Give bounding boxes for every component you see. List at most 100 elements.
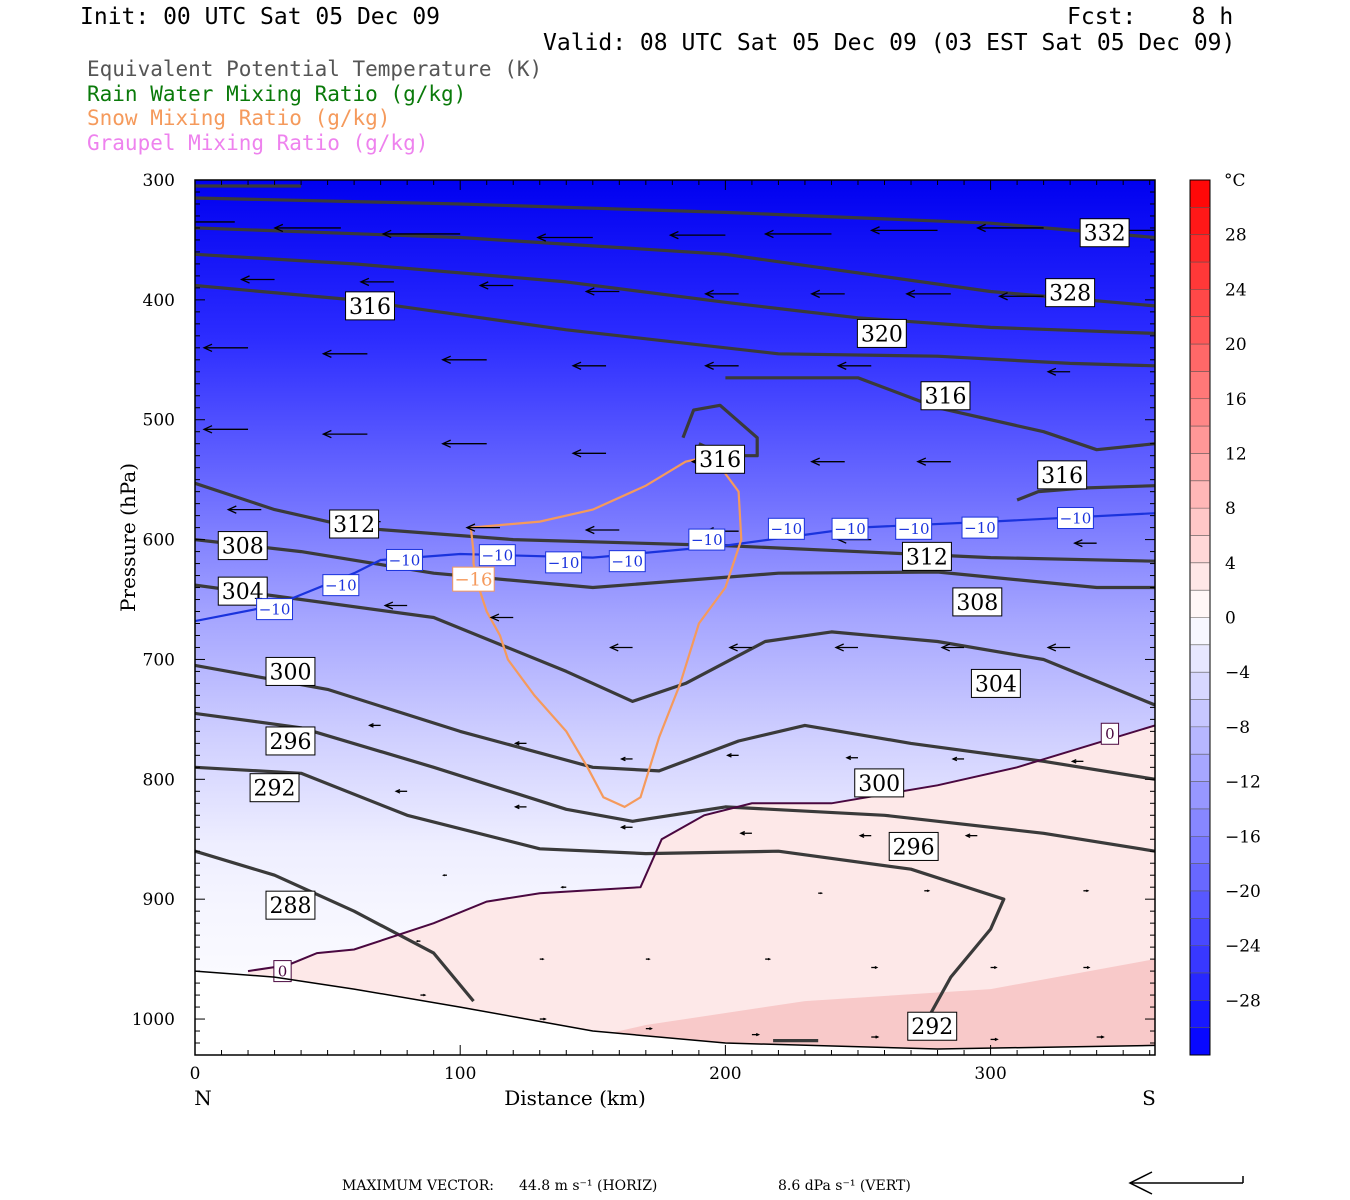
wind-vector-19 xyxy=(441,355,487,364)
wind-vector-head xyxy=(905,289,916,299)
colorbar-segment xyxy=(1190,234,1210,263)
theta-e-label-1-box xyxy=(1045,278,1096,308)
theta-e-label-14-box xyxy=(265,726,316,756)
wind-vector-49 xyxy=(726,753,739,758)
wind-vector-head xyxy=(368,723,374,728)
wind-vector-12 xyxy=(584,287,620,296)
axes: 300 400 500 600 700 800 900 1000 0 100 200 300 Dista… xyxy=(116,171,1156,1110)
wind-vector-3 xyxy=(536,233,593,242)
colorbar-segment xyxy=(1190,726,1210,755)
isotherm-minus10-label-9: −10 xyxy=(898,520,930,538)
colorbar-segment xyxy=(1190,371,1210,400)
wind-vector-head xyxy=(543,1017,547,1021)
wind-vector-48 xyxy=(619,756,633,762)
colorbar-segment xyxy=(1190,972,1210,1001)
colorbar-segment xyxy=(1190,426,1210,454)
wind-vector-head xyxy=(836,361,847,370)
wind-vector-head xyxy=(441,439,451,448)
colorbar-segment xyxy=(1190,289,1210,318)
wind-vector-head xyxy=(394,788,401,794)
wind-vector-head xyxy=(423,993,427,997)
wind-vector-head xyxy=(381,229,392,239)
theta-e-label-19: 292 xyxy=(911,1015,953,1040)
terrain-line xyxy=(195,970,1155,1050)
wind-vector-head xyxy=(202,343,213,353)
wind-vector-head xyxy=(649,1027,653,1031)
wind-vector-21 xyxy=(704,361,739,370)
wind-vector-55 xyxy=(619,824,633,830)
legend-graupel: Graupel Mixing Ratio (g/kg) xyxy=(87,131,429,155)
wind-vector-59 xyxy=(442,874,447,877)
wind-vector-6 xyxy=(869,226,938,235)
theta-e-contour-316-7 xyxy=(1016,484,1155,502)
theta-e-label-18-box xyxy=(265,890,316,920)
wind-vector-head xyxy=(810,457,820,466)
wind-vector-head xyxy=(560,885,564,889)
plot-frame xyxy=(194,179,1156,1056)
wind-vector-head xyxy=(584,287,595,296)
wind-vector-53 xyxy=(394,788,408,794)
colorbar-unit: °C xyxy=(1224,171,1246,191)
wind-vector-26 xyxy=(441,439,487,448)
wind-vector-9 xyxy=(239,275,275,284)
colorbar-label-20: 20 xyxy=(1225,335,1247,355)
footer-vector-key xyxy=(1128,1171,1244,1195)
wind-vector-head xyxy=(536,233,547,242)
theta-e-contour-300-11 xyxy=(195,663,1155,781)
isotherm-minus10-label-4-box xyxy=(545,551,583,574)
legend-snow: Snow Mixing Ratio (g/kg) xyxy=(87,106,391,130)
colorbar-segment xyxy=(1190,480,1210,509)
wind-vector-head xyxy=(647,957,651,961)
x-tick-label-0: 0 xyxy=(190,1064,201,1084)
reference-vector-head xyxy=(1128,1171,1153,1195)
wind-vector-62 xyxy=(924,889,931,893)
theta-e-label-15-box xyxy=(854,768,905,798)
isotherm-minus10-label-0: −10 xyxy=(259,601,291,619)
wind-vector-58 xyxy=(964,833,978,838)
colorbar-label--4: −4 xyxy=(1225,663,1250,683)
theta-e-label-3: 320 xyxy=(861,322,903,347)
theta-e-label-4-box xyxy=(920,381,971,411)
wind-vector-head xyxy=(1086,966,1091,969)
wind-vector-51 xyxy=(951,756,965,762)
isotherm-minus10-label-3: −10 xyxy=(481,547,513,565)
wind-vector-head xyxy=(767,957,772,961)
wind-vector-66 xyxy=(645,957,651,961)
wind-vector-head xyxy=(739,830,746,836)
snow-label: −16 xyxy=(454,570,492,591)
theta-e-label-12: 300 xyxy=(269,660,311,685)
wind-vector-head xyxy=(1100,1035,1105,1039)
wind-vector-43 xyxy=(834,643,858,652)
colorbar-label-12: 12 xyxy=(1225,444,1247,464)
colorbar-segment xyxy=(1190,836,1210,865)
wind-vector-23 xyxy=(1046,367,1071,376)
wind-vector-head xyxy=(239,275,250,284)
theta-e-contours xyxy=(195,184,1155,1043)
colorbar-segment xyxy=(1190,180,1210,208)
isotherm-minus10-label-7: −10 xyxy=(771,520,803,538)
wind-vector-0 xyxy=(195,221,235,223)
colorbar-segment xyxy=(1190,754,1210,783)
isotherm-minus10-label-1-box xyxy=(322,574,360,597)
theta-e-label-9: 312 xyxy=(906,545,948,570)
wind-vector-head xyxy=(202,425,213,434)
wind-vector-17 xyxy=(202,343,249,353)
wind-vector-head xyxy=(465,523,476,532)
theta-e-label-17: 296 xyxy=(893,835,935,860)
isotherm-minus10-label-0-box xyxy=(256,598,294,621)
wind-vector-head xyxy=(1046,367,1057,376)
colorbar-label--8: −8 xyxy=(1225,718,1250,738)
colorbar-segment xyxy=(1190,508,1210,536)
theta-e-label-19-box xyxy=(907,1011,958,1041)
wind-vector-47 xyxy=(513,741,527,746)
theta-e-label-14: 296 xyxy=(269,730,311,755)
endpoint-left-label: N xyxy=(194,1086,212,1110)
wind-vector-head xyxy=(571,449,582,458)
wind-vector-head xyxy=(993,966,998,969)
isotherm-zero-label-0-box xyxy=(273,960,292,983)
theta-e-label-16: 292 xyxy=(254,777,296,802)
colorbar-label--20: −20 xyxy=(1225,882,1261,902)
wind-vector-63 xyxy=(1083,889,1090,893)
wind-vector-head xyxy=(489,613,500,622)
wind-vector-4 xyxy=(668,230,726,240)
